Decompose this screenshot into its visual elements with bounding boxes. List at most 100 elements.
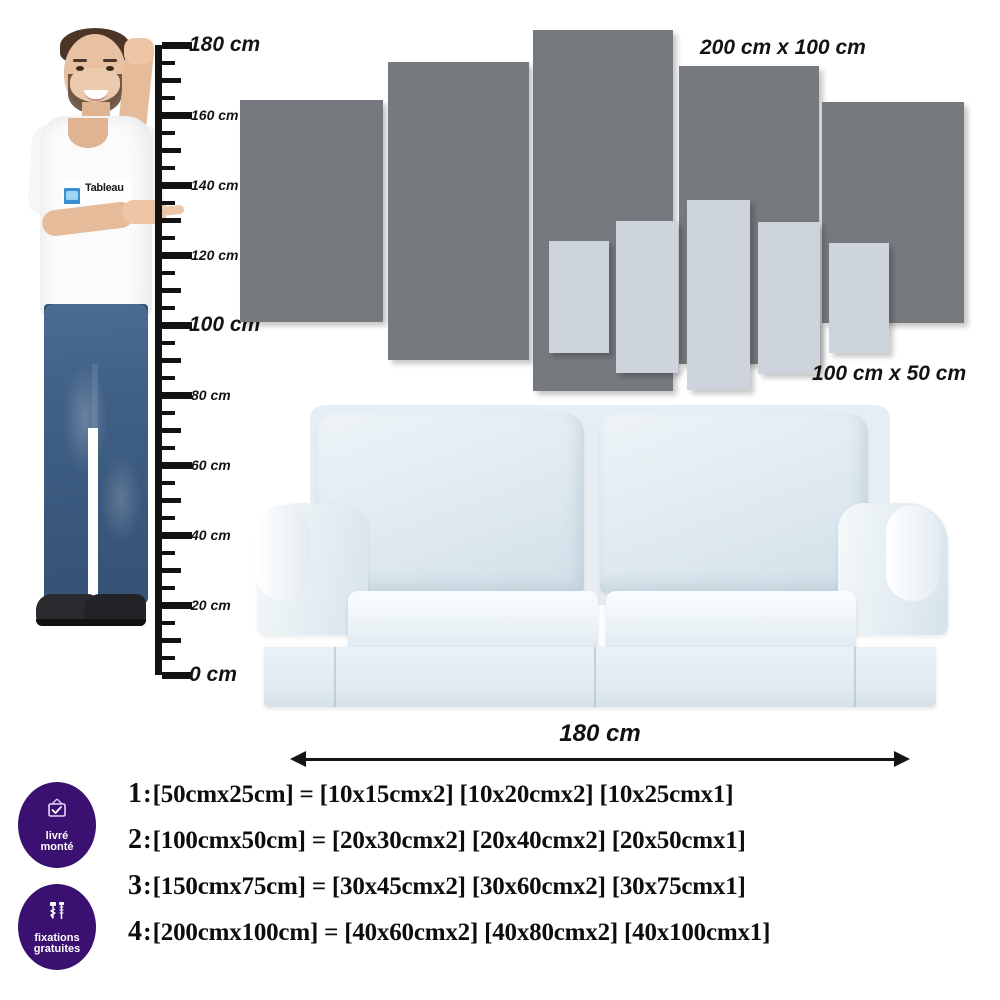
skirt-fold-3 <box>854 647 856 707</box>
badge-delivered-mounted: livré monté <box>18 782 96 868</box>
ruler-tick-170 <box>162 77 181 83</box>
ruler-tick-90 <box>162 357 181 363</box>
ruler-tick-50 <box>162 497 181 503</box>
delivered-mounted-icon <box>44 797 70 828</box>
small-panel-4 <box>758 222 820 374</box>
spec-row: 1 : [50cmx25cm] = [10x15cmx2] [10x20cmx2… <box>128 778 988 810</box>
spec-text: [100cmx50cm] = [20x30cmx2] [20x40cmx2] [… <box>152 827 746 854</box>
badge-delivered-line1: livré <box>45 830 69 842</box>
brand-square-icon <box>62 186 82 206</box>
spec-text: [200cmx100cm] = [40x60cmx2] [40x80cmx2] … <box>152 919 771 946</box>
ruler-tick-60 <box>162 461 192 469</box>
ruler-label-60: 60 cm <box>191 457 231 473</box>
badge-fixings-line1: fixations <box>34 932 80 944</box>
person-eye-left <box>76 66 84 71</box>
ruler-tick-110 <box>162 287 181 293</box>
large-panel-2 <box>388 62 529 360</box>
spec-colon: : <box>143 779 152 808</box>
spec-row: 2 : [100cmx50cm] = [20x30cmx2] [20x40cmx… <box>128 824 988 856</box>
ruler-tick-35 <box>162 550 175 555</box>
ruler-spine <box>155 45 162 675</box>
ruler-tick-65 <box>162 445 175 450</box>
person-collar <box>68 118 108 148</box>
sofa-arm-roll-left <box>256 505 310 601</box>
canvas-panels-illustration: 200 cm x 100 cm 100 cm x 50 cm <box>0 0 1000 420</box>
ruler-tick-45 <box>162 515 175 520</box>
ruler-label-120: 120 cm <box>191 247 239 263</box>
spec-text: [50cmx25cm] = [10x15cmx2] [10x20cmx2] [1… <box>152 781 734 808</box>
sofa-seat-cushion-right <box>606 591 856 657</box>
small-set-dimension-label: 100 cm x 50 cm <box>812 362 967 385</box>
ruler-label-160: 160 cm <box>191 107 239 123</box>
ruler-tick-100 <box>162 321 192 329</box>
spec-colon: : <box>143 917 152 946</box>
spec-number: 1 <box>128 778 142 809</box>
ruler-tick-75 <box>162 410 175 415</box>
ruler-tick-30 <box>162 567 181 573</box>
arrow-left-icon <box>290 751 306 767</box>
ruler-tick-125 <box>162 235 175 240</box>
ruler-tick-20 <box>162 601 192 609</box>
ruler-tick-135 <box>162 200 175 205</box>
ruler-tick-70 <box>162 427 181 433</box>
sofa-width-dimension: 180 cm <box>290 720 910 770</box>
ruler-tick-5 <box>162 655 175 660</box>
spec-number: 2 <box>128 824 142 855</box>
ruler-tick-25 <box>162 585 175 590</box>
arrow-right-icon <box>894 751 910 767</box>
ruler-tick-80 <box>162 391 192 399</box>
sofa-width-label: 180 cm <box>559 720 641 747</box>
ruler-tick-40 <box>162 531 192 539</box>
ruler-tick-140 <box>162 181 192 189</box>
height-scale-ruler: 180 cm 160 cm 140 cm 120 cm 100 cm 80 cm 60 cm… <box>155 33 275 686</box>
ruler-label-20: 20 cm <box>191 597 231 613</box>
sofa-back-cushion-right <box>600 413 868 593</box>
shoe-sole-right <box>84 619 146 626</box>
sofa-seat-cushion-left <box>348 591 598 657</box>
person-eyebrow-left <box>73 59 87 62</box>
ruler-tick-10 <box>162 637 181 643</box>
ruler-tick-120 <box>162 251 192 259</box>
ruler-tick-15 <box>162 620 175 625</box>
sofa-skirt <box>264 647 936 707</box>
ruler-tick-145 <box>162 165 175 170</box>
ruler-tick-165 <box>162 95 175 100</box>
ruler-tick-150 <box>162 147 181 153</box>
person-jeans <box>44 304 148 604</box>
jeans-fade-left <box>62 364 108 474</box>
ruler-tick-0 <box>162 671 192 679</box>
person-mouth <box>84 90 108 101</box>
spec-number: 3 <box>128 870 142 901</box>
small-panel-3 <box>687 200 750 390</box>
badge-free-fixings: fixations gratuites <box>18 884 96 970</box>
person-eyebrow-right <box>103 59 117 62</box>
ruler-label-40: 40 cm <box>191 527 231 543</box>
ruler-label-0: 0 cm <box>189 663 237 686</box>
ruler-tick-155 <box>162 130 175 135</box>
small-panel-2 <box>616 221 678 373</box>
badge-delivered-line2: monté <box>40 841 74 853</box>
legs-gap <box>88 428 98 604</box>
reference-person-figure: Tableau DECO <box>18 28 185 688</box>
shoe-sole-left <box>36 619 98 626</box>
spec-row: 3 : [150cmx75cm] = [30x45cmx2] [30x60cmx… <box>128 870 988 902</box>
ruler-tick-175 <box>162 60 175 65</box>
small-panel-5 <box>829 243 889 353</box>
spec-row: 4 : [200cmx100cm] = [40x60cmx2] [40x80cm… <box>128 916 988 948</box>
screw-anchor-icon <box>44 899 70 930</box>
ruler-label-180: 180 cm <box>189 33 261 56</box>
large-panel-1 <box>240 100 383 322</box>
spec-number: 4 <box>128 916 142 947</box>
small-panel-1 <box>549 241 609 353</box>
reference-sofa <box>250 385 950 707</box>
ruler-tick-55 <box>162 480 175 485</box>
spec-text: [150cmx75cm] = [30x45cmx2] [30x60cmx2] [… <box>152 873 746 900</box>
dimension-line <box>300 758 900 761</box>
ruler-label-140: 140 cm <box>191 177 239 193</box>
size-breakdown-list: 1 : [50cmx25cm] = [10x15cmx2] [10x20cmx2… <box>128 778 988 962</box>
person-shoe-right <box>84 594 146 626</box>
ruler-tick-180 <box>162 41 192 49</box>
person-eye-right <box>106 66 114 71</box>
ruler-tick-115 <box>162 270 175 275</box>
skirt-fold-2 <box>594 647 596 707</box>
